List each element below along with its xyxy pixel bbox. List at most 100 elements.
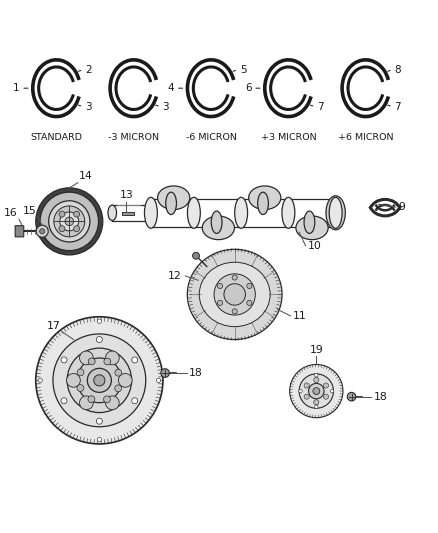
Circle shape	[247, 284, 252, 288]
Circle shape	[60, 212, 79, 231]
Circle shape	[67, 348, 131, 413]
Text: STANDARD: STANDARD	[30, 133, 82, 142]
Circle shape	[77, 358, 122, 403]
Text: +3 MICRON: +3 MICRON	[261, 133, 316, 142]
Text: -6 MICRON: -6 MICRON	[186, 133, 237, 142]
Circle shape	[132, 398, 138, 404]
Circle shape	[96, 336, 102, 343]
Ellipse shape	[211, 211, 222, 233]
Bar	[122, 212, 134, 215]
Circle shape	[232, 275, 237, 280]
Circle shape	[40, 192, 99, 251]
Text: 1: 1	[13, 83, 20, 93]
Text: 7: 7	[317, 102, 324, 111]
Circle shape	[115, 369, 122, 376]
Circle shape	[106, 396, 119, 410]
Text: 2: 2	[85, 65, 92, 75]
Ellipse shape	[235, 197, 247, 228]
Circle shape	[304, 394, 309, 399]
Ellipse shape	[258, 192, 268, 214]
Circle shape	[96, 418, 102, 424]
Text: 16: 16	[4, 208, 18, 218]
Text: 17: 17	[46, 321, 60, 331]
Text: 7: 7	[395, 102, 401, 111]
Text: 14: 14	[79, 172, 93, 181]
Text: 12: 12	[168, 271, 182, 281]
Text: 11: 11	[293, 311, 307, 321]
Circle shape	[132, 357, 138, 363]
Text: 3: 3	[162, 102, 169, 111]
Ellipse shape	[108, 205, 117, 221]
Ellipse shape	[199, 262, 270, 327]
Circle shape	[59, 225, 65, 232]
Text: 18: 18	[374, 392, 387, 402]
Circle shape	[106, 351, 119, 365]
Text: 5: 5	[240, 65, 247, 75]
Circle shape	[313, 387, 320, 394]
Circle shape	[330, 390, 334, 393]
Text: +6 MICRON: +6 MICRON	[338, 133, 393, 142]
Ellipse shape	[158, 186, 190, 209]
Circle shape	[161, 369, 170, 377]
Circle shape	[247, 300, 252, 305]
Ellipse shape	[214, 274, 255, 315]
Circle shape	[118, 374, 132, 387]
Circle shape	[80, 351, 93, 365]
Circle shape	[314, 377, 319, 383]
Circle shape	[77, 369, 84, 376]
Text: 8: 8	[395, 65, 401, 75]
Circle shape	[88, 358, 95, 365]
Text: -3 MICRON: -3 MICRON	[108, 133, 159, 142]
Circle shape	[97, 319, 102, 324]
Circle shape	[156, 378, 161, 383]
Circle shape	[218, 284, 223, 288]
Circle shape	[36, 317, 163, 444]
Circle shape	[323, 383, 328, 388]
Circle shape	[323, 394, 328, 399]
Circle shape	[49, 201, 90, 242]
Circle shape	[94, 375, 105, 386]
Circle shape	[59, 211, 65, 217]
Circle shape	[67, 374, 80, 387]
Circle shape	[61, 398, 67, 404]
Circle shape	[115, 385, 122, 392]
Circle shape	[218, 300, 223, 305]
Circle shape	[77, 385, 84, 391]
Text: 9: 9	[398, 202, 405, 212]
Ellipse shape	[296, 216, 328, 240]
Circle shape	[54, 206, 85, 237]
Text: 10: 10	[308, 241, 321, 251]
Ellipse shape	[187, 197, 200, 228]
Text: 6: 6	[245, 83, 252, 93]
Ellipse shape	[304, 211, 315, 233]
Circle shape	[36, 188, 103, 255]
Circle shape	[314, 405, 318, 409]
Text: 15: 15	[22, 206, 36, 216]
Ellipse shape	[187, 249, 282, 340]
Ellipse shape	[282, 197, 295, 228]
Ellipse shape	[329, 197, 342, 228]
Circle shape	[61, 357, 67, 363]
Circle shape	[309, 383, 324, 399]
Circle shape	[314, 374, 318, 377]
Circle shape	[232, 309, 237, 314]
Text: 18: 18	[189, 368, 202, 378]
Circle shape	[74, 225, 80, 232]
Text: 13: 13	[120, 190, 133, 200]
Text: 3: 3	[85, 102, 92, 111]
Circle shape	[87, 368, 111, 392]
Ellipse shape	[202, 216, 234, 240]
Circle shape	[80, 396, 93, 410]
Circle shape	[290, 365, 343, 418]
Circle shape	[299, 374, 333, 408]
Circle shape	[193, 252, 199, 259]
Circle shape	[36, 225, 48, 237]
Circle shape	[103, 396, 110, 403]
Circle shape	[347, 392, 356, 401]
Circle shape	[314, 400, 319, 405]
Circle shape	[88, 395, 95, 402]
Ellipse shape	[326, 196, 345, 230]
Ellipse shape	[224, 284, 245, 305]
Circle shape	[97, 438, 102, 442]
Circle shape	[304, 383, 309, 388]
